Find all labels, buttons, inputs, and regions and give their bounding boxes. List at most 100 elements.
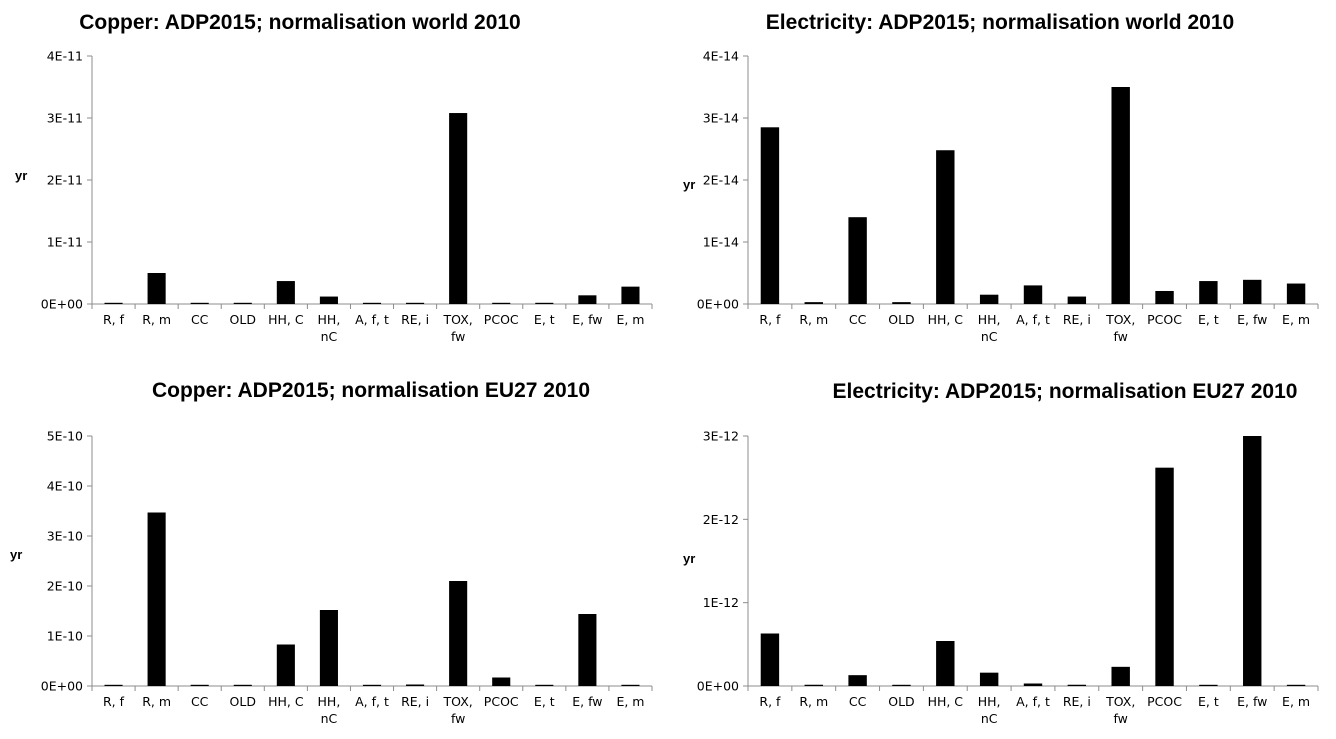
x-tick-label: nC (981, 711, 998, 726)
bar (760, 633, 780, 686)
y-tick-label: 0E+00 (41, 297, 83, 312)
bar (1155, 467, 1174, 686)
bar (319, 296, 338, 304)
x-tick-label: A, f, t (1016, 312, 1050, 327)
x-tick-label: E, t (1198, 694, 1219, 709)
x-tick-label: CC (191, 312, 209, 327)
chart-panel-3: Copper: ADP2015; normalisation EU27 2010… (10, 379, 653, 726)
bar (578, 614, 597, 686)
bar (578, 295, 597, 304)
bar (848, 675, 867, 686)
x-tick-label: TOX, (443, 694, 473, 709)
x-tick-label: RE, i (401, 694, 429, 709)
x-tick-label: E, fw (572, 312, 602, 327)
bar (804, 684, 823, 686)
x-tick-label: E, m (616, 694, 644, 709)
x-tick-label: E, t (534, 694, 555, 709)
x-tick-label: E, fw (1237, 694, 1267, 709)
x-tick-label: HH, C (268, 694, 304, 709)
y-tick-label: 5E-10 (47, 429, 83, 444)
x-tick-label: HH, (978, 312, 1001, 327)
bar (1023, 683, 1043, 686)
x-tick-label: E, m (1282, 694, 1310, 709)
bar (1111, 666, 1130, 686)
y-axis-label: yr (683, 177, 695, 192)
x-tick-label: R, m (799, 694, 828, 709)
x-tick-label: E, t (534, 312, 555, 327)
bar (1067, 684, 1087, 686)
bar (1023, 285, 1043, 304)
bar (621, 286, 640, 304)
y-tick-label: 1E-14 (703, 235, 739, 250)
x-tick-label: E, m (1282, 312, 1310, 327)
bar (1243, 436, 1262, 686)
chart-title: Copper: ADP2015; normalisation EU27 2010 (152, 379, 590, 402)
x-tick-label: OLD (230, 312, 256, 327)
chart-panel-1: Copper: ADP2015; normalisation world 201… (15, 11, 653, 344)
bar (936, 150, 955, 304)
chart-title: Electricity: ADP2015; normalisation worl… (766, 11, 1234, 34)
y-tick-label: 1E-11 (47, 235, 83, 250)
x-tick-label: fw (1113, 329, 1127, 344)
y-tick-label: 0E+00 (41, 679, 83, 694)
x-tick-label: OLD (230, 694, 256, 709)
x-tick-label: HH, C (928, 694, 964, 709)
bar (1243, 279, 1262, 304)
x-tick-label: HH, C (268, 312, 304, 327)
x-tick-label: CC (849, 694, 867, 709)
y-tick-label: 3E-11 (47, 111, 83, 126)
bar (1199, 281, 1218, 304)
x-tick-label: RE, i (1063, 694, 1091, 709)
bar (1067, 296, 1087, 304)
y-tick-label: 3E-12 (703, 429, 739, 444)
x-tick-label: R, f (103, 694, 125, 709)
bar (892, 302, 911, 304)
bar (1155, 290, 1174, 304)
x-tick-label: PCOC (484, 312, 519, 327)
bar (233, 684, 252, 686)
bar (190, 684, 209, 686)
bar (362, 302, 382, 304)
y-tick-label: 4E-10 (47, 479, 83, 494)
x-tick-label: R, f (759, 694, 781, 709)
y-tick-label: 1E-12 (703, 595, 739, 610)
y-axis-label: yr (15, 168, 27, 183)
bar (362, 684, 382, 686)
y-tick-label: 0E+00 (697, 679, 739, 694)
y-tick-label: 0E+00 (697, 297, 739, 312)
bar (848, 217, 867, 304)
x-tick-label: HH, (318, 312, 341, 327)
chart-panel-4: Electricity: ADP2015; normalisation EU27… (683, 380, 1319, 726)
x-tick-label: fw (451, 711, 465, 726)
x-tick-label: fw (1113, 711, 1127, 726)
bar (760, 127, 780, 304)
x-tick-label: A, f, t (355, 312, 389, 327)
x-tick-label: RE, i (1063, 312, 1091, 327)
x-tick-label: R, m (142, 694, 171, 709)
x-tick-label: A, f, t (355, 694, 389, 709)
x-tick-label: E, fw (572, 694, 602, 709)
x-tick-label: R, m (142, 312, 171, 327)
chart-panel-2: Electricity: ADP2015; normalisation worl… (683, 11, 1319, 344)
bar (449, 581, 468, 686)
y-axis-label: yr (683, 551, 695, 566)
bar (406, 684, 425, 686)
y-tick-label: 1E-10 (47, 629, 83, 644)
y-tick-label: 2E-10 (47, 579, 83, 594)
x-tick-label: nC (981, 329, 998, 344)
bar (319, 610, 338, 686)
x-tick-label: HH, C (928, 312, 964, 327)
bar (233, 302, 252, 304)
y-tick-label: 4E-14 (703, 49, 739, 64)
y-tick-label: 3E-14 (703, 111, 739, 126)
bar (147, 273, 166, 304)
x-tick-label: nC (321, 711, 338, 726)
bar (535, 302, 554, 304)
x-tick-label: PCOC (484, 694, 519, 709)
bar (936, 641, 955, 686)
x-tick-label: E, m (616, 312, 644, 327)
x-tick-label: RE, i (401, 312, 429, 327)
x-tick-label: R, f (103, 312, 125, 327)
